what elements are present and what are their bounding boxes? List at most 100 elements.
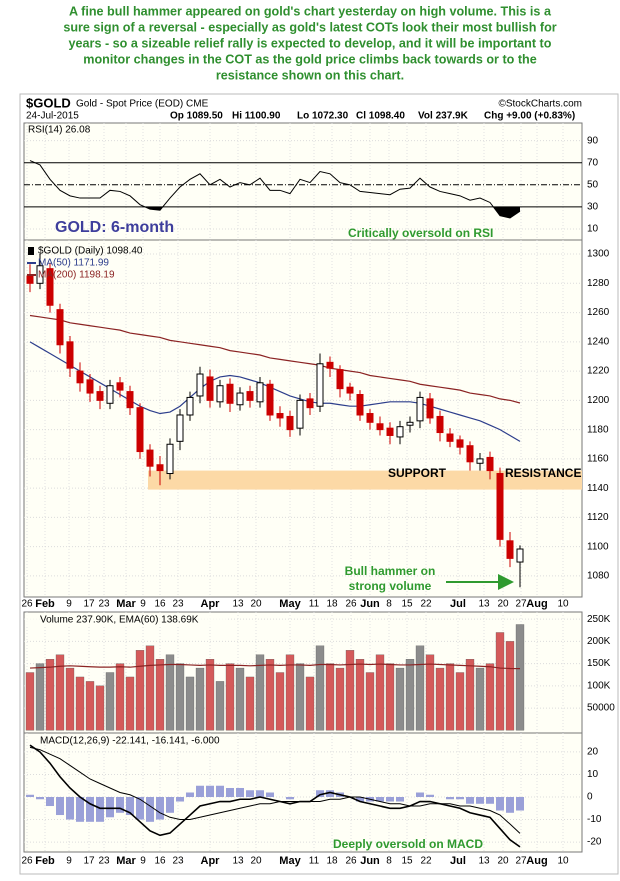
candle-body bbox=[266, 383, 274, 416]
caption-line: monitor changes in the COT as the gold p… bbox=[83, 52, 536, 66]
candle-body bbox=[516, 548, 524, 563]
annotation: SUPPORT bbox=[388, 466, 447, 480]
panel-title: MACD(12,26,9) -22.141, -16.141, -6.000 bbox=[40, 736, 220, 747]
support-band bbox=[148, 470, 582, 490]
candle-body bbox=[246, 391, 254, 401]
volume-bar bbox=[405, 659, 415, 731]
volume-bar bbox=[375, 654, 385, 731]
volume-bar bbox=[285, 654, 295, 731]
histogram-bar bbox=[506, 797, 514, 813]
y-tick-label: 1240 bbox=[587, 336, 610, 347]
volume-bar bbox=[45, 659, 55, 731]
volume-bar bbox=[465, 659, 475, 731]
volume-bar bbox=[85, 681, 95, 731]
macd-line bbox=[29, 744, 521, 848]
candle-body bbox=[136, 407, 144, 453]
volume-bar bbox=[335, 667, 345, 731]
candle-body bbox=[366, 413, 374, 423]
x-tick-label: 8 bbox=[386, 599, 392, 610]
x-tick-label: 17 bbox=[83, 856, 95, 867]
x-tick-label: Feb bbox=[35, 855, 55, 867]
y-tick-label: 10 bbox=[587, 769, 599, 780]
x-tick-label: 17 bbox=[83, 599, 95, 610]
volume-bar bbox=[35, 663, 45, 731]
histogram-bar bbox=[146, 797, 154, 822]
x-tick-label: 27 bbox=[515, 599, 527, 610]
x-tick-label: 20 bbox=[497, 599, 509, 610]
x-tick-label: Aug bbox=[526, 598, 547, 610]
candle-body bbox=[256, 382, 264, 403]
y-tick-label: 1160 bbox=[587, 454, 609, 465]
candle-body bbox=[226, 383, 234, 404]
candle-body bbox=[106, 385, 114, 404]
candle-body bbox=[46, 268, 54, 306]
volume-bar bbox=[355, 659, 365, 731]
candle-body bbox=[216, 385, 224, 403]
y-tick-label: 1080 bbox=[587, 571, 610, 582]
histogram-bar bbox=[46, 797, 54, 807]
x-tick-label: Mar bbox=[116, 855, 136, 867]
volume-bar bbox=[195, 667, 205, 731]
volume-bar bbox=[185, 676, 195, 731]
histogram-bar bbox=[396, 797, 404, 802]
volume-bar bbox=[175, 663, 185, 731]
volume-bar bbox=[415, 645, 425, 731]
candle-body bbox=[236, 392, 244, 406]
volume-bar bbox=[445, 663, 455, 731]
volume-bar bbox=[115, 663, 125, 731]
candle-body bbox=[396, 426, 404, 438]
volume-bar bbox=[135, 650, 145, 731]
caption-line: resistance shown on this chart. bbox=[216, 68, 404, 82]
y-tick-label: 1280 bbox=[587, 278, 610, 289]
candle-body bbox=[86, 379, 94, 394]
histogram-bar bbox=[206, 785, 214, 798]
histogram-bar bbox=[236, 787, 244, 798]
histogram-bar bbox=[226, 787, 234, 798]
histogram-bar bbox=[426, 794, 434, 798]
volume-bar bbox=[365, 672, 375, 731]
histogram-bar bbox=[516, 797, 524, 811]
y-tick-label: 1300 bbox=[587, 249, 610, 260]
volume-bar bbox=[215, 681, 225, 731]
candle-body bbox=[176, 414, 184, 442]
y-tick-label: 90 bbox=[587, 135, 599, 146]
x-tick-label: 16 bbox=[154, 856, 166, 867]
volume-bar bbox=[125, 676, 135, 731]
x-tick-label: Jun bbox=[360, 598, 380, 610]
y-tick-label: 20 bbox=[587, 747, 599, 758]
x-tick-label: 23 bbox=[172, 856, 184, 867]
candle-body bbox=[126, 391, 134, 409]
quote: Cl 1098.40 bbox=[356, 111, 405, 122]
volume-bar bbox=[105, 672, 115, 731]
volume-bar bbox=[205, 659, 215, 731]
panel-title: Volume 237.90K, EMA(60) 138.69K bbox=[40, 615, 199, 626]
x-tick-label: 20 bbox=[250, 599, 262, 610]
candle-body bbox=[486, 456, 494, 472]
x-tick-label: 15 bbox=[401, 856, 413, 867]
annotation: Critically oversold on RSI bbox=[348, 226, 493, 240]
candle-body bbox=[56, 309, 64, 346]
volume-bar bbox=[325, 663, 335, 731]
histogram-bar bbox=[416, 792, 424, 798]
rsi-line bbox=[29, 160, 521, 219]
candle-body bbox=[36, 265, 44, 284]
legend: MA(50) 1171.99 bbox=[38, 258, 109, 269]
histogram-bar bbox=[176, 797, 184, 802]
candle-body bbox=[156, 464, 164, 472]
candle-body bbox=[356, 394, 364, 416]
candle-body bbox=[336, 369, 344, 390]
histogram-bar bbox=[126, 797, 134, 816]
x-tick-label: 15 bbox=[401, 599, 413, 610]
x-tick-label: Apr bbox=[201, 855, 221, 867]
x-tick-label: 10 bbox=[557, 599, 569, 610]
y-tick-label: 1120 bbox=[587, 512, 609, 523]
date: 24-Jul-2015 bbox=[26, 111, 79, 122]
volume-bar bbox=[235, 667, 245, 731]
x-tick-label: 9 bbox=[66, 856, 72, 867]
candle-body bbox=[316, 363, 324, 407]
histogram-bar bbox=[196, 785, 204, 798]
x-tick-label: 11 bbox=[309, 856, 320, 867]
x-tick-label: Apr bbox=[201, 598, 221, 610]
histogram-bar bbox=[106, 797, 114, 818]
caption-line: sure sign of a reversal - especially as … bbox=[63, 20, 556, 34]
